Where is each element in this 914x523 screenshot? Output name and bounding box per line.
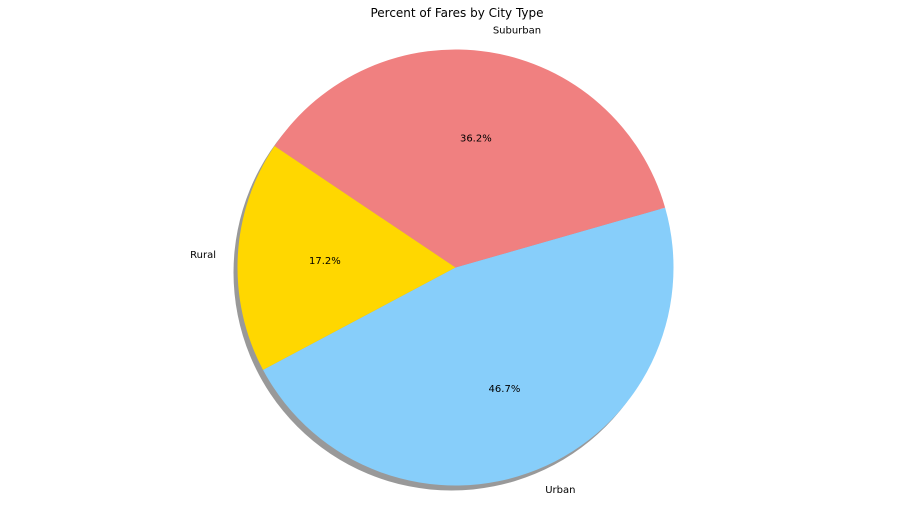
pie-slices (237, 49, 674, 486)
pie-slice-urban (263, 207, 674, 486)
pie-labels: 46.7% Urban 36.2% Suburban 17.2% Rural (190, 26, 575, 496)
pie-category-label-suburban: Suburban (493, 26, 541, 37)
pie-category-label-urban: Urban (545, 485, 575, 496)
pie-slice-rural (237, 146, 456, 370)
pie-percent-label-rural: 17.2% (309, 256, 341, 267)
pie-percent-label-urban: 46.7% (489, 384, 521, 395)
pie-category-label-rural: Rural (190, 250, 216, 261)
pie-slice-suburban (274, 49, 666, 268)
chart-title: Percent of Fares by City Type (370, 6, 544, 20)
pie-percent-label-suburban: 36.2% (460, 133, 492, 144)
